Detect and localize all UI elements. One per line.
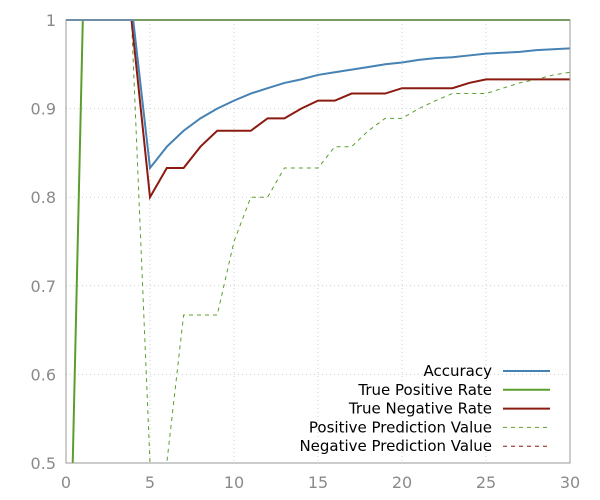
accuracy-legend-label: Accuracy <box>424 362 493 380</box>
x-tick-label: 20 <box>392 473 412 492</box>
negative-prediction-value-legend-label: Negative Prediction Value <box>299 437 492 455</box>
y-tick-label: 0.7 <box>31 277 56 296</box>
true-negative-rate-legend-label: True Negative Rate <box>348 400 492 418</box>
plot-frame <box>65 19 571 464</box>
y-tick-label: 0.6 <box>31 365 56 384</box>
positive-prediction-value-line <box>66 19 571 464</box>
positive-prediction-value-legend-label: Positive Prediction Value <box>309 418 492 436</box>
true-positive-rate-legend-label: True Positive Rate <box>357 381 492 399</box>
y-tick-label: 0.9 <box>31 100 56 119</box>
true-negative-rate-line <box>66 19 570 201</box>
y-tick-label: 1 <box>46 11 56 30</box>
accuracy-line <box>66 19 571 171</box>
y-tick-label: 0.5 <box>31 454 56 473</box>
y-tick-label: 0.8 <box>31 188 56 207</box>
x-tick-label: 30 <box>560 473 580 492</box>
tick-labels: 0 5 10 15 20 25 30 0.5 0.6 0.7 0.8 0.9 1 <box>31 11 581 492</box>
x-tick-label: 25 <box>476 473 496 492</box>
x-tick-label: 15 <box>308 473 328 492</box>
x-tick-label: 0 <box>61 473 71 492</box>
x-tick-label: 10 <box>224 473 244 492</box>
x-tick-label: 5 <box>145 473 155 492</box>
